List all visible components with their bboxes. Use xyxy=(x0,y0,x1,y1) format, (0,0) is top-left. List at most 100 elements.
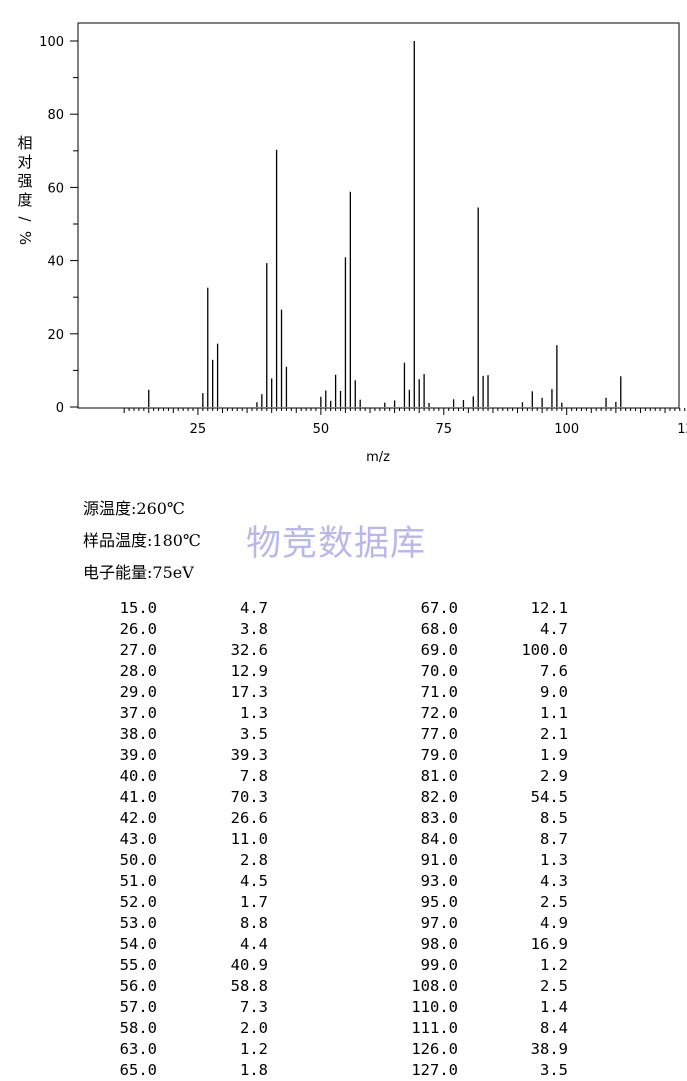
peak-intensity: 2.1 xyxy=(540,725,568,743)
y-tick-label: 0 xyxy=(56,401,64,416)
peak-row: 108.0 2.5 xyxy=(300,976,687,997)
peak-mz: 82.0 xyxy=(420,788,458,806)
plot-frame xyxy=(77,22,680,409)
x-tick-label: 25 xyxy=(190,422,207,437)
peak-intensity: 1.2 xyxy=(240,1040,268,1058)
y-tick-label: 40 xyxy=(47,255,64,270)
peak-row: 84.0 8.7 xyxy=(300,829,687,850)
peak-intensity: 7.8 xyxy=(240,767,268,785)
peak-intensity: 3.8 xyxy=(240,620,268,638)
peak-row: 42.0 26.6 xyxy=(0,808,340,829)
peak-row: 97.0 4.9 xyxy=(300,913,687,934)
peak-intensity: 100.0 xyxy=(521,641,568,659)
peak-row: 39.0 39.3 xyxy=(0,745,340,766)
peak-mz: 50.0 xyxy=(119,851,157,869)
sample-temperature: 样品温度:180℃ xyxy=(83,531,201,550)
peak-row: 126.0 38.9 xyxy=(300,1039,687,1060)
peak-intensity: 2.0 xyxy=(240,1019,268,1037)
peak-row: 69.0 100.0 xyxy=(300,640,687,661)
peak-row: 65.0 1.8 xyxy=(0,1060,340,1081)
peak-intensity: 2.8 xyxy=(240,851,268,869)
peak-row: 68.0 4.7 xyxy=(300,619,687,640)
peak-mz: 70.0 xyxy=(420,662,458,680)
peak-mz: 40.0 xyxy=(119,767,157,785)
peak-row: 111.0 8.4 xyxy=(300,1018,687,1039)
y-tick-label: 60 xyxy=(47,181,64,196)
y-axis-label-char: 度 xyxy=(17,191,32,209)
peak-row: 71.0 9.0 xyxy=(300,682,687,703)
peak-row: 72.0 1.1 xyxy=(300,703,687,724)
peak-mz: 51.0 xyxy=(119,872,157,890)
peak-intensity: 1.2 xyxy=(540,956,568,974)
peak-intensity: 12.9 xyxy=(230,662,268,680)
x-tick-label: 125 xyxy=(677,422,687,437)
peak-intensity: 8.4 xyxy=(540,1019,568,1037)
peak-intensity: 26.6 xyxy=(230,809,268,827)
peak-intensity: 40.9 xyxy=(230,956,268,974)
peak-intensity: 2.5 xyxy=(540,977,568,995)
peak-row: 81.0 2.9 xyxy=(300,766,687,787)
peak-intensity: 38.9 xyxy=(530,1040,568,1058)
peak-row: 43.0 11.0 xyxy=(0,829,340,850)
peak-mz: 97.0 xyxy=(420,914,458,932)
x-minor-ticks xyxy=(123,408,686,415)
y-tick-label: 100 xyxy=(39,35,64,50)
peak-intensity: 1.3 xyxy=(540,851,568,869)
peak-mz: 99.0 xyxy=(420,956,458,974)
peak-intensity: 4.4 xyxy=(240,935,268,953)
x-tick-label: 75 xyxy=(436,422,453,437)
peak-intensity: 16.9 xyxy=(530,935,568,953)
peak-row: 29.0 17.3 xyxy=(0,682,340,703)
peak-mz: 110.0 xyxy=(411,998,458,1016)
y-axis-label-char: 对 xyxy=(17,153,32,171)
peak-intensity: 1.4 xyxy=(540,998,568,1016)
peak-row: 51.0 4.5 xyxy=(0,871,340,892)
peak-intensity: 54.5 xyxy=(530,788,568,806)
peak-row: 95.0 2.5 xyxy=(300,892,687,913)
peak-row: 15.0 4.7 xyxy=(0,598,340,619)
y-tick-label: 80 xyxy=(47,108,64,123)
y-axis-label-char: 强 xyxy=(17,172,32,190)
peak-row: 57.0 7.3 xyxy=(0,997,340,1018)
peak-intensity: 32.6 xyxy=(230,641,268,659)
x-axis-ticks: 25 50 75 100 125 xyxy=(190,422,687,437)
peak-intensity: 7.3 xyxy=(240,998,268,1016)
peak-mz: 54.0 xyxy=(119,935,157,953)
peak-row: 41.0 70.3 xyxy=(0,787,340,808)
peak-mz: 111.0 xyxy=(411,1019,458,1037)
peak-intensity: 4.7 xyxy=(540,620,568,638)
peak-row: 110.0 1.4 xyxy=(300,997,687,1018)
peak-intensity: 1.8 xyxy=(240,1061,268,1079)
peak-intensity: 8.7 xyxy=(540,830,568,848)
watermark: 物竞数据库 xyxy=(246,524,427,564)
peak-mz: 27.0 xyxy=(119,641,157,659)
peak-intensity: 17.3 xyxy=(230,683,268,701)
peak-row: 27.0 32.6 xyxy=(0,640,340,661)
peak-row: 54.0 4.4 xyxy=(0,934,340,955)
peak-intensity: 4.5 xyxy=(240,872,268,890)
peak-row: 55.0 40.9 xyxy=(0,955,340,976)
peak-mz: 83.0 xyxy=(420,809,458,827)
peak-intensity: 39.3 xyxy=(230,746,268,764)
peak-intensity: 1.9 xyxy=(540,746,568,764)
peak-row: 52.0 1.7 xyxy=(0,892,340,913)
peak-intensity: 4.3 xyxy=(540,872,568,890)
peak-mz: 56.0 xyxy=(119,977,157,995)
x-axis-label: m/z xyxy=(366,450,390,465)
peak-mz: 69.0 xyxy=(420,641,458,659)
peak-row: 67.0 12.1 xyxy=(300,598,687,619)
x-tick-label: 50 xyxy=(313,422,330,437)
peak-intensity: 4.7 xyxy=(240,599,268,617)
peak-mz: 63.0 xyxy=(119,1040,157,1058)
peak-mz: 127.0 xyxy=(411,1061,458,1079)
y-axis-label-char: % xyxy=(16,231,34,245)
spectrum-bars xyxy=(148,41,622,407)
peak-intensity: 1.3 xyxy=(240,704,268,722)
peak-mz: 58.0 xyxy=(119,1019,157,1037)
peak-mz: 84.0 xyxy=(420,830,458,848)
peak-intensity: 58.8 xyxy=(230,977,268,995)
peak-intensity: 3.5 xyxy=(240,725,268,743)
peak-mz: 71.0 xyxy=(420,683,458,701)
